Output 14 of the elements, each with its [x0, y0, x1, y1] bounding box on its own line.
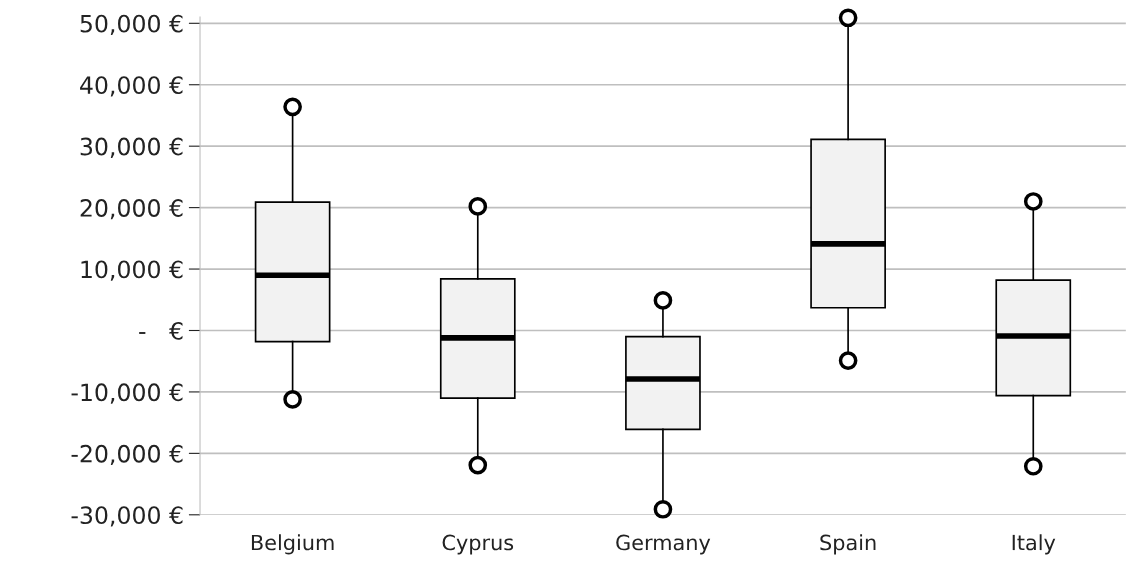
- y-tick-label: -30,000 €: [71, 506, 183, 527]
- y-tick-label: - €: [139, 321, 183, 340]
- y-tick-label: 20,000 €: [80, 199, 183, 220]
- y-tick-label: -10,000 €: [71, 383, 183, 404]
- x-tick-label: Germany: [616, 534, 711, 555]
- x-tick-label: Belgium: [251, 534, 334, 555]
- x-tick-label: Italy: [1012, 534, 1056, 555]
- x-tick-label: Spain: [820, 534, 876, 555]
- x-tick-label: Cyprus: [442, 534, 514, 555]
- y-tick-label: 50,000 €: [80, 14, 183, 36]
- y-tick-label: 30,000 €: [80, 137, 183, 158]
- y-tick-label: -20,000 €: [71, 444, 183, 466]
- y-tick-label: 10,000 €: [81, 260, 183, 281]
- y-tick-label: 40,000 €: [80, 76, 183, 97]
